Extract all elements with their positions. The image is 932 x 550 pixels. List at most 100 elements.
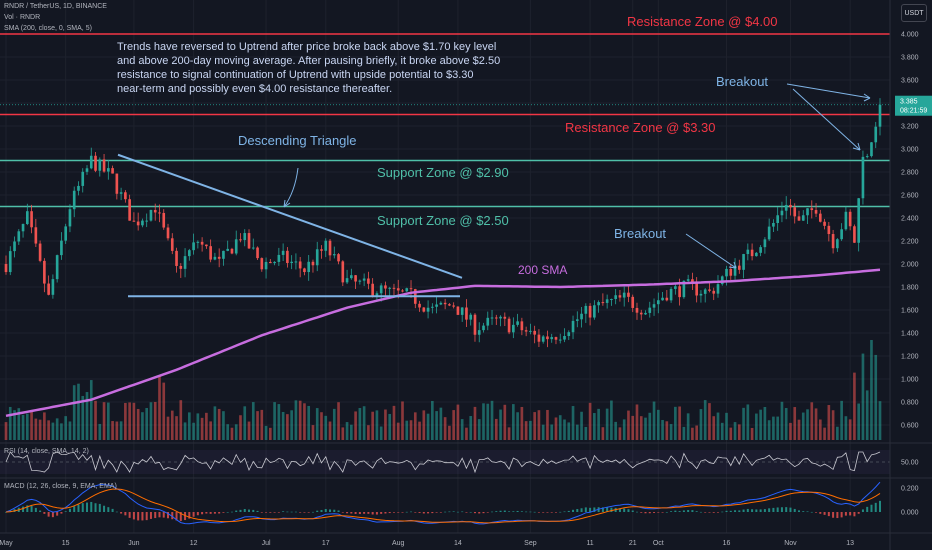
macd-histogram-bar (239, 509, 242, 512)
price-tick-label: 0.800 (901, 400, 919, 407)
volume-bar (729, 427, 733, 440)
macd-histogram-bar (849, 512, 852, 516)
currency-button[interactable]: USDT (901, 4, 927, 22)
volume-bar (874, 354, 878, 440)
price-tick-label: 3.200 (901, 124, 919, 131)
candle-body (17, 231, 21, 242)
candle-body (674, 286, 677, 289)
candle-body (691, 279, 694, 283)
volume-bar (320, 412, 323, 440)
candle-body (196, 241, 200, 243)
candle-body (200, 241, 204, 245)
macd-histogram-bar (401, 512, 404, 513)
candle-body (115, 173, 119, 194)
symbol-legend[interactable]: RNDR / TetherUS, 1D, BINANCE (4, 3, 107, 10)
candle-body (546, 336, 549, 340)
macd-histogram-bar (299, 512, 302, 513)
candle-body (840, 229, 843, 240)
macd-histogram-bar (107, 507, 110, 512)
price-axis: 4.0003.8003.6003.4003.2003.0002.8002.600… (889, 0, 932, 550)
macd-histogram-bar (759, 509, 762, 512)
candle-body (30, 211, 33, 228)
candle-body (533, 330, 536, 335)
candle-body (452, 305, 455, 307)
macd-histogram-bar (158, 512, 161, 518)
candle-body (51, 279, 55, 295)
volume-bar (422, 410, 426, 440)
candle-body (584, 305, 588, 314)
macd-histogram-bar (115, 511, 118, 513)
sma-legend[interactable]: SMA (200, close, 0, SMA, 5) (4, 25, 92, 32)
macd-histogram-bar (111, 508, 114, 512)
volume-bar (51, 422, 55, 440)
volume-bar (448, 425, 451, 440)
price-tick-label: 3.800 (901, 55, 919, 62)
macd-histogram-bar (687, 510, 690, 512)
macd-histogram-bar (563, 511, 566, 513)
macd-histogram-bar (213, 512, 216, 514)
macd-histogram-bar (772, 507, 775, 512)
candle-body (260, 258, 264, 270)
macd-histogram-bar (209, 512, 212, 514)
candle-body (25, 211, 29, 225)
candle-body (558, 339, 562, 341)
price-tick-label: 2.200 (901, 239, 919, 246)
candle-body (746, 249, 750, 255)
rsi-tick-label: 50.00 (901, 460, 919, 467)
volume-bar (213, 406, 217, 440)
volume-bar (550, 424, 554, 440)
triangle-label: Descending Triangle (238, 133, 357, 148)
candle-body (631, 296, 635, 308)
volume-bar (456, 404, 460, 440)
volume-bar (818, 419, 822, 440)
macd-histogram-bar (806, 511, 809, 513)
volume-bar (375, 410, 379, 440)
time-tick-label: 13 (846, 540, 854, 547)
macd-histogram-bar (738, 510, 741, 512)
candle-body (486, 317, 490, 326)
macd-histogram-bar (149, 512, 152, 519)
volume-bar (686, 413, 690, 440)
volume-bar (234, 424, 238, 440)
candle-body (222, 250, 225, 259)
candle-body (699, 293, 703, 296)
macd-histogram-bar (196, 512, 199, 516)
volume-bar (793, 407, 797, 440)
price-tick-label: 1.800 (901, 285, 919, 292)
volume-bar (119, 421, 123, 440)
macd-histogram-bar (444, 511, 447, 513)
volume-legend[interactable]: Vol · RNDR (4, 14, 41, 21)
macd-histogram-bar (635, 511, 638, 513)
candle-body (409, 288, 413, 290)
candle-body (503, 316, 507, 319)
macd-histogram-bar (282, 511, 285, 512)
candle-body (85, 168, 89, 172)
macd-histogram-bar (316, 510, 319, 512)
macd-histogram-bar (789, 507, 792, 512)
candle-body (789, 204, 792, 208)
macd-histogram-bar (337, 510, 340, 512)
volume-bar (47, 420, 50, 440)
macd-histogram-bar (648, 512, 651, 514)
candle-body (708, 289, 711, 291)
candle-body (597, 302, 600, 306)
candle-body (836, 239, 839, 249)
candle-body (273, 261, 276, 264)
candle-body (405, 288, 409, 292)
volume-bar (614, 421, 617, 440)
rsi-legend[interactable]: RSI (14, close, SMA, 14, 2) (4, 448, 89, 455)
candle-body (102, 159, 106, 172)
candle-body (132, 220, 136, 222)
candle-body (695, 282, 698, 296)
candle-body (388, 287, 392, 289)
volume-bar (136, 408, 140, 440)
macd-histogram-bar (384, 512, 387, 514)
macd-legend[interactable]: MACD (12, 26, close, 9, EMA, EMA) (4, 483, 117, 490)
volume-bar (8, 406, 12, 440)
macd-histogram-bar (802, 511, 805, 512)
macd-histogram-bar (243, 508, 246, 512)
volume-bar (669, 424, 673, 440)
candle-body (217, 256, 221, 259)
volume-bar (409, 420, 413, 440)
